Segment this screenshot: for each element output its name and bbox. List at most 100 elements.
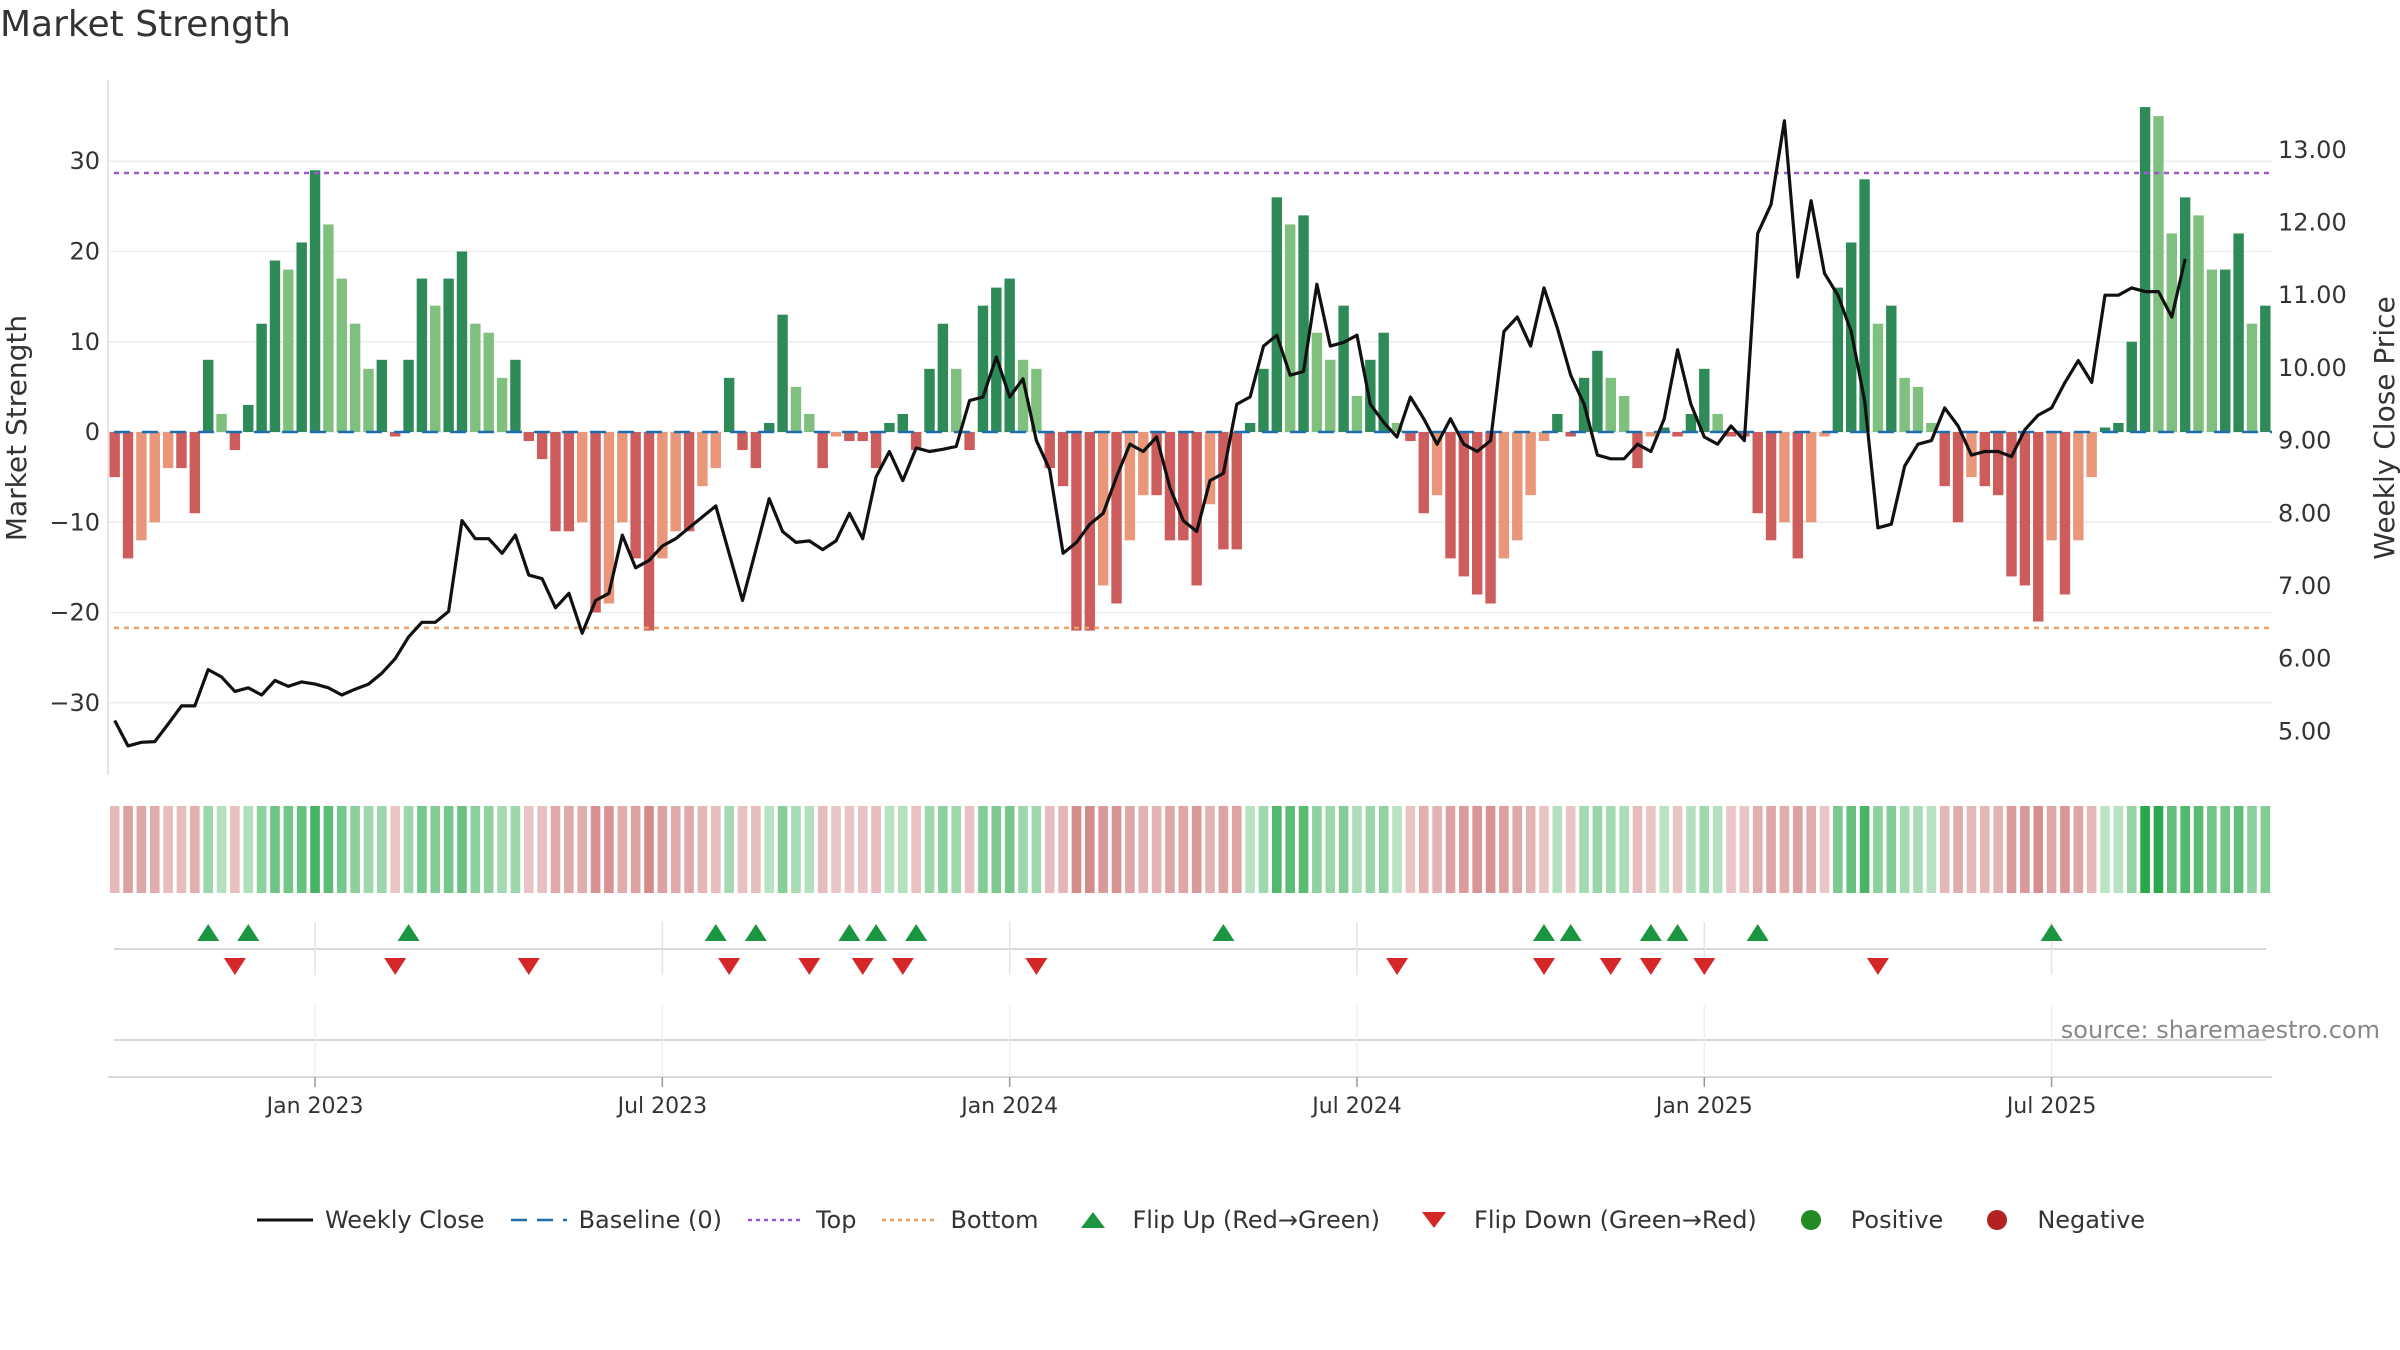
heat-cell xyxy=(483,806,494,893)
page-title: Market Strength xyxy=(0,4,291,45)
heat-cell xyxy=(2020,806,2030,893)
flip-down-marker xyxy=(891,958,914,975)
heat-cell xyxy=(1245,806,1255,893)
strength-bar xyxy=(1819,432,1830,437)
strength-bar xyxy=(2099,427,2111,433)
heat-cell xyxy=(136,806,147,893)
strength-bar xyxy=(977,305,989,433)
heat-cell xyxy=(216,806,227,893)
strength-bar xyxy=(1431,432,1443,496)
strength-bar xyxy=(496,377,508,433)
strength-bar xyxy=(2019,432,2031,586)
strength-bar xyxy=(830,432,842,437)
strength-bar xyxy=(536,432,548,460)
x-tick-label: Jul 2023 xyxy=(616,1094,708,1119)
heat-cell xyxy=(1899,806,1910,893)
heat-cell xyxy=(523,806,534,893)
heat-cell xyxy=(2046,806,2057,893)
flip-up-marker xyxy=(1212,924,1235,941)
heat-cell xyxy=(123,806,133,893)
strength-bar xyxy=(1458,432,1470,577)
strength-bar xyxy=(1311,332,1323,433)
heat-cell xyxy=(1552,806,1563,893)
heat-cell xyxy=(1098,806,1108,893)
strength-bar xyxy=(897,413,909,433)
heat-cell xyxy=(577,806,588,893)
heat-cell xyxy=(176,806,187,893)
strength-bar xyxy=(510,359,521,433)
y-tick-label: 30 xyxy=(69,147,100,175)
flip-down-marker xyxy=(1532,958,1555,975)
strength-bar xyxy=(777,314,788,433)
heat-cell xyxy=(2113,806,2124,893)
heat-cell xyxy=(2247,806,2257,893)
legend-symbol xyxy=(882,1218,939,1222)
strength-bar xyxy=(483,332,494,433)
heat-cell xyxy=(2073,806,2084,893)
strength-bar xyxy=(309,170,321,433)
weekly-close-line xyxy=(113,119,2187,748)
heat-cell xyxy=(1993,806,2003,893)
heat-cell xyxy=(2260,806,2271,893)
strength-bar xyxy=(670,432,681,532)
strength-bar xyxy=(924,368,935,433)
y2-tick-label: 11.00 xyxy=(2278,281,2347,309)
strength-bar xyxy=(1832,287,1844,433)
heat-cell xyxy=(203,806,213,893)
heat-cell xyxy=(1125,806,1135,893)
heat-cell xyxy=(791,806,801,893)
flip-down-marker xyxy=(1693,958,1716,975)
strength-bar xyxy=(1926,422,1937,433)
strength-bar xyxy=(523,432,534,442)
strength-bar xyxy=(216,413,227,433)
heat-cell xyxy=(777,806,788,893)
heat-cell xyxy=(1205,806,1215,893)
strength-bar xyxy=(1712,413,1723,433)
strength-bar xyxy=(1044,432,1055,469)
strength-bar xyxy=(1218,432,1229,550)
strength-bar xyxy=(403,359,414,433)
heat-cell xyxy=(1218,806,1229,893)
strength-bar xyxy=(2166,233,2178,433)
strength-bar xyxy=(697,432,708,487)
strength-bar xyxy=(470,323,481,433)
heat-cell xyxy=(296,806,307,893)
strength-bar xyxy=(2113,422,2124,433)
heat-cell xyxy=(1405,806,1416,893)
y-tick-label: −30 xyxy=(49,689,100,717)
heat-cell xyxy=(1792,806,1803,893)
legend-item-bottom: Bottom xyxy=(880,1206,1039,1234)
heat-cell xyxy=(1058,806,1068,893)
strength-bar xyxy=(2139,107,2151,433)
heat-cell xyxy=(390,806,401,893)
legend-symbol xyxy=(510,1218,567,1222)
strength-bar xyxy=(1538,432,1550,442)
heat-cell xyxy=(270,806,280,893)
strength-bar xyxy=(1952,432,1964,523)
strength-bar xyxy=(202,359,214,433)
heat-cell xyxy=(1939,806,1950,893)
strength-bar xyxy=(1872,323,1884,433)
flip-up-marker xyxy=(1666,924,1689,941)
y-tick-label: 0 xyxy=(85,418,100,446)
strength-bar xyxy=(1805,432,1817,523)
source-credit: source: sharemaestro.com xyxy=(2060,1016,2380,1044)
strength-bar xyxy=(1111,432,1122,604)
strength-bar xyxy=(2206,269,2218,433)
strength-bar xyxy=(630,432,641,559)
strength-bar xyxy=(283,269,294,433)
heat-cell xyxy=(2180,806,2190,893)
heat-cell xyxy=(884,806,895,893)
legend-symbol xyxy=(1080,1212,1105,1228)
heat-cell xyxy=(1833,806,1843,893)
heat-cell xyxy=(2033,806,2044,893)
strength-bar xyxy=(2073,432,2084,541)
heat-cell xyxy=(630,806,641,893)
y2-tick-label: 6.00 xyxy=(2278,645,2331,673)
legend-symbol xyxy=(256,1218,313,1222)
strength-bar xyxy=(416,278,428,433)
strength-bar xyxy=(750,432,762,469)
legend-label: Baseline (0) xyxy=(578,1206,722,1234)
heat-cell xyxy=(1926,806,1937,893)
